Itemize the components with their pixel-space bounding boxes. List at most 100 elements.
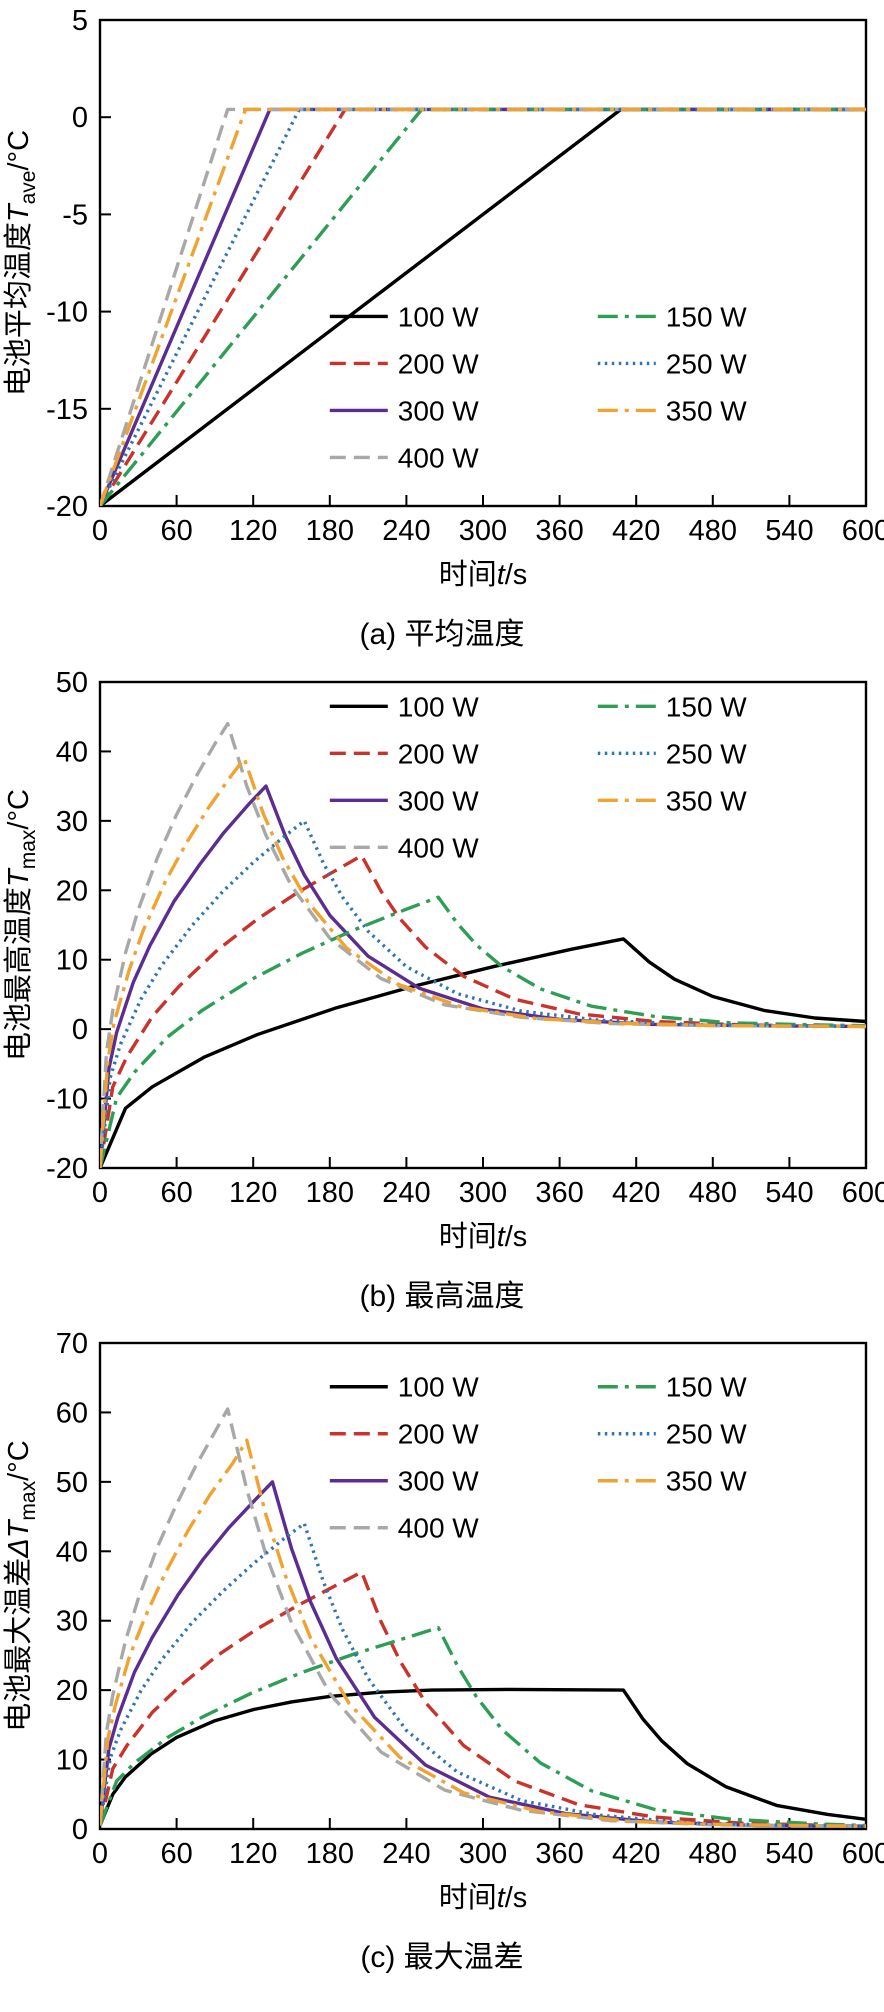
- series-line-300-W: [100, 1480, 866, 1828]
- x-tick-label: 0: [92, 515, 108, 547]
- series-group: [100, 721, 866, 1168]
- x-tick-label: 600: [842, 515, 884, 547]
- x-tick-label: 480: [689, 1838, 737, 1870]
- x-tick-label: 180: [306, 515, 354, 547]
- x-tick-label: 360: [535, 515, 583, 547]
- y-tick-label: 40: [56, 1536, 88, 1568]
- x-tick-label: 540: [765, 515, 813, 547]
- legend-label: 200 W: [398, 738, 479, 769]
- chart-a-caption: (a) 平均温度: [359, 618, 525, 651]
- legend: 100 W 200 W 300 W 400 W 150 W 250 W 350 W: [329, 691, 747, 863]
- y-tick-label: 20: [56, 875, 88, 907]
- y-tick-label: 10: [56, 944, 88, 976]
- x-tick-label: 60: [160, 515, 192, 547]
- x-tick-label: 300: [459, 1838, 507, 1870]
- series-line-200-W: [100, 853, 866, 1168]
- x-tick-label: 480: [689, 1177, 737, 1209]
- x-tick-label: 420: [612, 1838, 660, 1870]
- y-tick-label: 60: [56, 1397, 88, 1429]
- legend-label: 150 W: [666, 691, 747, 722]
- legend-item-300-W: 300 W: [329, 395, 479, 426]
- legend-label: 400 W: [398, 442, 479, 473]
- x-tick-label: 180: [306, 1177, 354, 1209]
- y-axis-label: 电池最高温度Tmax/°C: [2, 788, 40, 1060]
- series-line-400-W: [100, 721, 866, 1168]
- legend-label: 300 W: [398, 785, 479, 816]
- legend-label: 300 W: [398, 395, 479, 426]
- legend-item-200-W: 200 W: [329, 1419, 479, 1450]
- chart-c: 0 60 120 180 240 300 360 420 480 540 600 0 10 20 30 40 5…: [0, 1329, 884, 1977]
- y-tick-label: 5: [72, 6, 88, 37]
- legend-label: 200 W: [398, 1419, 479, 1450]
- series-line-150-W: [100, 895, 866, 1168]
- x-tick-label: 60: [160, 1838, 192, 1870]
- legend-label: 300 W: [398, 1466, 479, 1497]
- series-line-100-W: [100, 936, 866, 1168]
- plot-frame: [98, 680, 868, 1169]
- series-line-100-W: [100, 1687, 866, 1827]
- chart-c-plot: 0 60 120 180 240 300 360 420 480 540 600 0 10 20 30 40 5…: [2, 1329, 884, 1914]
- legend-item-100-W: 100 W: [329, 301, 479, 332]
- y-tick-label: -20: [46, 1153, 88, 1185]
- y-tick-label: -20: [46, 491, 88, 523]
- x-tick-label: 120: [229, 1838, 277, 1870]
- x-tick-label: 120: [229, 1177, 277, 1209]
- y-axis-label: 电池平均温度Tave/°C: [2, 130, 40, 396]
- x-tick-label: 420: [612, 1177, 660, 1209]
- series-line-200-W: [100, 107, 866, 506]
- chart-b-plot: 0 60 120 180 240 300 360 420 480 540 600 -20 -10 0 10 2…: [2, 668, 884, 1253]
- chart-b: 0 60 120 180 240 300 360 420 480 540 600 -20 -10 0 10 2…: [0, 668, 884, 1316]
- legend-label: 400 W: [398, 1513, 479, 1544]
- series-line-150-W: [100, 107, 866, 506]
- plot-frame: [98, 1341, 868, 1831]
- legend-item-150-W: 150 W: [597, 1372, 747, 1403]
- series-line-100-W: [100, 107, 866, 506]
- legend-label: 100 W: [398, 301, 479, 332]
- x-tick-label: 120: [229, 515, 277, 547]
- legend-item-400-W: 400 W: [329, 442, 479, 473]
- y-axis-label: 电池最大温差ΔTmax/°C: [2, 1440, 40, 1731]
- legend-item-400-W: 400 W: [329, 832, 479, 863]
- x-tick-label: 240: [382, 1177, 430, 1209]
- x-tick-label: 0: [92, 1177, 108, 1209]
- x-tick-label: 300: [459, 1177, 507, 1209]
- x-tick-label: 540: [765, 1177, 813, 1209]
- legend-item-350-W: 350 W: [597, 785, 747, 816]
- y-tick-label: 50: [56, 1467, 88, 1499]
- y-tick-label: 0: [72, 102, 88, 134]
- legend-label: 250 W: [666, 348, 747, 379]
- series-group: [100, 107, 866, 506]
- x-tick-label: 600: [842, 1177, 884, 1209]
- legend-item-250-W: 250 W: [597, 348, 747, 379]
- legend-item-150-W: 150 W: [597, 691, 747, 722]
- legend-item-300-W: 300 W: [329, 1466, 479, 1497]
- legend-label: 250 W: [666, 1419, 747, 1450]
- x-tick-label: 0: [92, 1838, 108, 1870]
- y-tick-label: 10: [56, 1745, 88, 1777]
- y-tick-label: 0: [72, 1814, 88, 1846]
- legend-label: 100 W: [398, 1372, 479, 1403]
- y-tick-label: -10: [46, 297, 88, 329]
- chart-a-plot: 0 60 120 180 240 300 360 420 480 540 600 -20 -15 -10 -…: [2, 6, 884, 591]
- series-line-350-W: [100, 1438, 866, 1828]
- x-tick-label: 300: [459, 515, 507, 547]
- chart-c-caption: (c) 最大温差: [360, 1941, 524, 1974]
- y-tick-label: 20: [56, 1675, 88, 1707]
- y-tick-label: 40: [56, 736, 88, 768]
- x-tick-label: 480: [689, 515, 737, 547]
- series-line-250-W: [100, 1521, 866, 1828]
- legend-item-250-W: 250 W: [597, 738, 747, 769]
- legend-label: 400 W: [398, 832, 479, 863]
- x-tick-label: 540: [765, 1838, 813, 1870]
- y-tick-label: 70: [56, 1329, 88, 1360]
- y-tick-label: 30: [56, 805, 88, 837]
- y-tick-label: 30: [56, 1606, 88, 1638]
- legend-label: 350 W: [666, 1466, 747, 1497]
- series-line-300-W: [100, 107, 866, 506]
- legend-label: 250 W: [666, 738, 747, 769]
- legend-item-200-W: 200 W: [329, 738, 479, 769]
- series-line-250-W: [100, 818, 866, 1168]
- x-tick-label: 60: [160, 1177, 192, 1209]
- x-tick-label: 240: [382, 515, 430, 547]
